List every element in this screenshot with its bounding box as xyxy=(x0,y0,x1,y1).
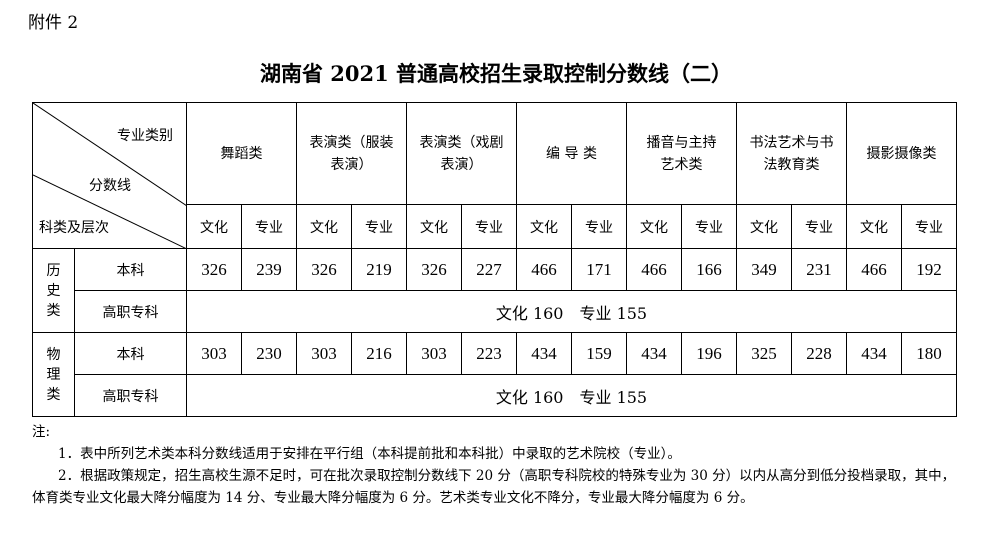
score-cell: 219 xyxy=(351,248,407,291)
score-cell: 192 xyxy=(901,248,957,291)
score-cell: 466 xyxy=(626,248,682,291)
note-item: 1．表中所列艺术类本科分数线适用于安排在平行组（本科提前批和本科批）中录取的艺术… xyxy=(58,446,681,462)
corner-header: 专业类别 分数线 科类及层次 xyxy=(32,102,187,249)
subheader-major: 专业 xyxy=(681,204,737,249)
category-header: 舞蹈类 xyxy=(186,102,297,205)
level-label: 本科 xyxy=(74,248,187,291)
level-label: 高职专科 xyxy=(74,374,187,417)
merged-score: 文化 160 专业 155 xyxy=(186,290,957,333)
score-cell: 231 xyxy=(791,248,847,291)
subheader-culture: 文化 xyxy=(406,204,462,249)
score-cell: 434 xyxy=(846,332,902,375)
attachment-label: 附件 2 xyxy=(28,13,79,33)
subheader-culture: 文化 xyxy=(736,204,792,249)
merged-score: 文化 160 专业 155 xyxy=(186,374,957,417)
subheader-major: 专业 xyxy=(461,204,517,249)
score-cell: 196 xyxy=(681,332,737,375)
score-cell: 326 xyxy=(296,248,352,291)
notes: 注: 1．表中所列艺术类本科分数线适用于安排在平行组（本科提前批和本科批）中录取… xyxy=(32,421,962,509)
subheader-culture: 文化 xyxy=(626,204,682,249)
score-cell: 349 xyxy=(736,248,792,291)
score-cell: 171 xyxy=(571,248,627,291)
score-cell: 159 xyxy=(571,332,627,375)
category-header: 书法艺术与书法教育类 xyxy=(736,102,847,205)
group-label: 历史类 xyxy=(32,248,75,333)
category-header: 编 导 类 xyxy=(516,102,627,205)
subheader-major: 专业 xyxy=(901,204,957,249)
note-item: 2．根据政策规定，招生高校生源不足时，可在批次录取控制分数线下 20 分（高职专… xyxy=(32,468,956,506)
score-cell: 223 xyxy=(461,332,517,375)
score-cell: 466 xyxy=(846,248,902,291)
subheader-major: 专业 xyxy=(571,204,627,249)
score-cell: 227 xyxy=(461,248,517,291)
subheader-culture: 文化 xyxy=(846,204,902,249)
category-header: 摄影摄像类 xyxy=(846,102,957,205)
corner-bottom: 科类及层次 xyxy=(39,220,109,236)
score-cell: 180 xyxy=(901,332,957,375)
score-cell: 303 xyxy=(186,332,242,375)
subheader-major: 专业 xyxy=(791,204,847,249)
score-cell: 239 xyxy=(241,248,297,291)
score-cell: 434 xyxy=(516,332,572,375)
page-title: 湖南省 2021 普通高校招生录取控制分数线（二） xyxy=(259,61,733,86)
score-cell: 325 xyxy=(736,332,792,375)
subheader-major: 专业 xyxy=(351,204,407,249)
score-cell: 303 xyxy=(296,332,352,375)
score-cell: 216 xyxy=(351,332,407,375)
score-table: 专业类别 分数线 科类及层次 舞蹈类 表演类（服装表演） 表演类（戏剧表演） 编… xyxy=(32,102,957,417)
category-header: 表演类（服装表演） xyxy=(296,102,407,205)
category-header: 播音与主持艺术类 xyxy=(626,102,737,205)
score-cell: 303 xyxy=(406,332,462,375)
score-cell: 434 xyxy=(626,332,682,375)
notes-label: 注: xyxy=(32,424,51,440)
subheader-culture: 文化 xyxy=(186,204,242,249)
score-cell: 228 xyxy=(791,332,847,375)
score-cell: 326 xyxy=(186,248,242,291)
subheader-culture: 文化 xyxy=(516,204,572,249)
corner-top: 专业类别 xyxy=(117,128,173,144)
level-label: 高职专科 xyxy=(74,290,187,333)
score-cell: 466 xyxy=(516,248,572,291)
level-label: 本科 xyxy=(74,332,187,375)
category-header: 表演类（戏剧表演） xyxy=(406,102,517,205)
subheader-major: 专业 xyxy=(241,204,297,249)
score-cell: 230 xyxy=(241,332,297,375)
corner-middle: 分数线 xyxy=(89,178,131,194)
group-label: 物理类 xyxy=(32,332,75,417)
subheader-culture: 文化 xyxy=(296,204,352,249)
score-cell: 326 xyxy=(406,248,462,291)
score-cell: 166 xyxy=(681,248,737,291)
